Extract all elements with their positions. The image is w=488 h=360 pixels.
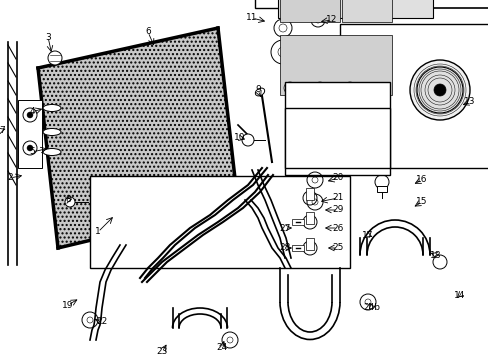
Text: 17: 17 xyxy=(362,230,373,239)
Text: 23: 23 xyxy=(156,347,167,356)
Circle shape xyxy=(284,82,295,94)
Bar xyxy=(305,238,313,250)
Bar xyxy=(341,0,391,22)
Circle shape xyxy=(303,241,316,255)
Ellipse shape xyxy=(43,148,61,156)
Bar xyxy=(278,0,432,18)
Text: 6: 6 xyxy=(145,27,151,36)
Circle shape xyxy=(422,73,456,107)
Circle shape xyxy=(409,60,469,120)
Bar xyxy=(305,212,313,224)
Bar xyxy=(90,176,349,268)
Bar xyxy=(280,0,339,22)
Text: 14: 14 xyxy=(453,291,465,300)
Text: 29: 29 xyxy=(332,206,343,215)
Text: 20: 20 xyxy=(332,174,343,183)
Text: 28: 28 xyxy=(279,243,290,252)
Polygon shape xyxy=(38,28,238,248)
Bar xyxy=(254,0,310,8)
Circle shape xyxy=(416,67,462,113)
Text: 10: 10 xyxy=(234,134,245,143)
Circle shape xyxy=(303,215,316,229)
Bar xyxy=(291,219,304,225)
Text: 1: 1 xyxy=(95,228,101,237)
Circle shape xyxy=(429,80,449,100)
Text: 8: 8 xyxy=(65,195,71,204)
Circle shape xyxy=(27,145,33,151)
Text: 3: 3 xyxy=(45,32,51,41)
Circle shape xyxy=(343,82,355,94)
Text: 15: 15 xyxy=(415,198,427,207)
Ellipse shape xyxy=(43,104,61,112)
Text: 11: 11 xyxy=(246,13,257,22)
Circle shape xyxy=(303,191,316,205)
Text: 2: 2 xyxy=(7,174,13,183)
Text: 25: 25 xyxy=(332,243,343,252)
Bar xyxy=(285,108,389,168)
Bar xyxy=(280,35,391,95)
Circle shape xyxy=(325,135,334,145)
Text: 24: 24 xyxy=(216,343,227,352)
Circle shape xyxy=(65,197,75,207)
Circle shape xyxy=(433,84,445,96)
Circle shape xyxy=(48,51,62,65)
Text: 12: 12 xyxy=(325,15,337,24)
Text: 4: 4 xyxy=(29,108,35,117)
Bar xyxy=(269,0,488,8)
Circle shape xyxy=(27,112,33,118)
Text: 13: 13 xyxy=(463,98,475,107)
Text: 5: 5 xyxy=(29,148,35,157)
Bar xyxy=(291,245,304,251)
Circle shape xyxy=(23,108,37,122)
Text: 26: 26 xyxy=(332,224,343,233)
Bar xyxy=(339,24,488,168)
Circle shape xyxy=(305,125,314,135)
Text: 9: 9 xyxy=(255,85,260,94)
Text: 22: 22 xyxy=(96,318,107,327)
Text: 24b: 24b xyxy=(363,303,380,312)
Text: 27: 27 xyxy=(279,224,290,233)
Ellipse shape xyxy=(43,129,61,135)
Text: 21: 21 xyxy=(332,194,343,202)
Bar xyxy=(376,160,386,166)
Ellipse shape xyxy=(255,88,264,96)
Bar xyxy=(376,186,386,192)
Text: 7: 7 xyxy=(0,126,5,135)
Circle shape xyxy=(242,134,253,146)
Text: 16: 16 xyxy=(415,175,427,184)
Circle shape xyxy=(313,82,325,94)
Text: 18: 18 xyxy=(429,251,441,260)
Text: 19: 19 xyxy=(62,301,74,310)
Circle shape xyxy=(23,141,37,155)
Bar xyxy=(18,100,42,168)
Bar xyxy=(305,188,313,200)
Bar xyxy=(285,82,389,175)
